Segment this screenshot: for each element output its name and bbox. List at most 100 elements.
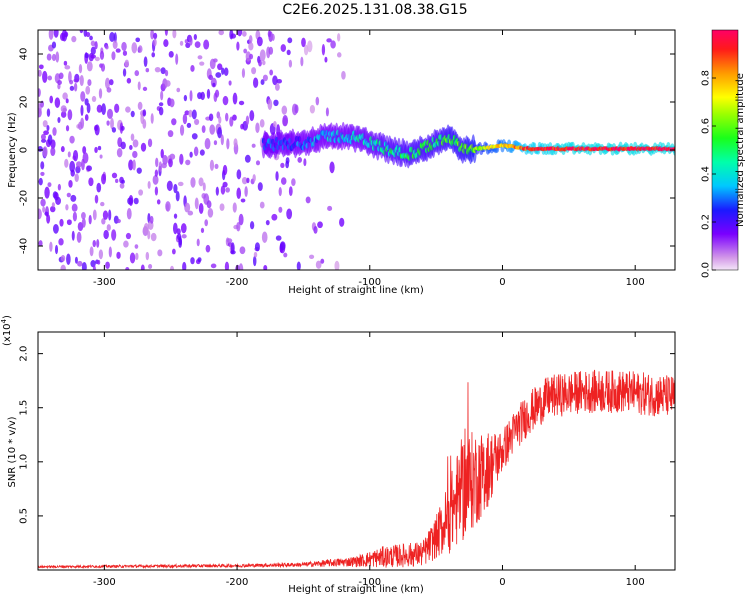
- noise-cell: [238, 213, 244, 226]
- noise-cell: [240, 198, 246, 203]
- noise-cell: [134, 244, 139, 249]
- noise-cell: [217, 127, 223, 139]
- noise-cell: [199, 61, 205, 66]
- noise-cell: [40, 171, 45, 176]
- noise-cell: [147, 181, 151, 189]
- noise-cell: [262, 60, 266, 66]
- noise-cell: [213, 58, 218, 63]
- noise-cell: [160, 148, 164, 159]
- noise-cell: [278, 186, 282, 197]
- noise-cell: [337, 33, 341, 42]
- noise-cell: [158, 161, 163, 172]
- noise-cell: [259, 201, 265, 209]
- noise-cell: [135, 37, 141, 43]
- noise-cell: [137, 81, 141, 91]
- noise-cell: [87, 79, 92, 87]
- noise-cell: [229, 116, 234, 127]
- noise-cell: [151, 52, 156, 58]
- noise-cell: [64, 65, 71, 70]
- noise-cell: [222, 181, 228, 188]
- noise-cell: [226, 138, 230, 150]
- noise-cell: [184, 202, 191, 213]
- noise-cell: [97, 145, 102, 151]
- noise-cell: [198, 177, 204, 187]
- noise-cell: [38, 64, 44, 70]
- noise-cell: [200, 91, 205, 101]
- noise-cell: [60, 264, 66, 270]
- noise-cell: [309, 104, 316, 114]
- noise-cell: [176, 87, 181, 93]
- noise-cell: [204, 219, 209, 227]
- noise-cell: [49, 241, 53, 252]
- noise-cell: [326, 38, 332, 43]
- noise-cell: [109, 79, 114, 86]
- noise-cell: [208, 74, 214, 81]
- noise-cell: [142, 86, 148, 91]
- noise-cell: [341, 70, 346, 80]
- noise-cell: [220, 134, 224, 146]
- noise-cell: [107, 108, 113, 119]
- heatmap-cells: [38, 30, 675, 270]
- noise-cell: [153, 32, 158, 40]
- noise-cell: [55, 196, 62, 205]
- noise-cell: [206, 88, 211, 99]
- noise-cell: [90, 46, 96, 55]
- noise-cell: [246, 177, 250, 184]
- noise-cell: [138, 45, 143, 53]
- noise-cell: [189, 36, 193, 46]
- noise-cell: [96, 182, 102, 193]
- noise-cell: [268, 31, 273, 42]
- noise-cell: [137, 101, 143, 111]
- noise-cell: [313, 225, 318, 234]
- noise-cell: [205, 244, 211, 253]
- noise-cell: [40, 133, 46, 141]
- noise-cell: [116, 218, 121, 224]
- noise-cell: [267, 98, 273, 110]
- snr-y-multiplier: (x104): [0, 315, 13, 346]
- noise-cell: [57, 80, 62, 85]
- noise-cell: [259, 49, 266, 62]
- noise-cell: [179, 124, 185, 136]
- noise-cell: [103, 229, 109, 240]
- noise-cell: [106, 224, 111, 231]
- noise-cell: [168, 50, 174, 58]
- noise-cell: [165, 201, 171, 212]
- noise-cell: [196, 238, 200, 247]
- noise-cell: [315, 260, 322, 269]
- noise-cell: [60, 146, 65, 153]
- noise-cell: [259, 119, 265, 128]
- noise-cell: [271, 213, 278, 221]
- x-tick-label: -300: [93, 277, 116, 288]
- noise-cell: [116, 251, 121, 259]
- noise-cell: [106, 120, 110, 126]
- noise-cell: [249, 221, 255, 230]
- noise-cell: [73, 78, 79, 83]
- noise-cell: [92, 265, 96, 270]
- noise-cell: [169, 153, 176, 160]
- noise-cell: [164, 80, 171, 87]
- noise-cell: [50, 146, 56, 157]
- noise-cell: [126, 77, 132, 84]
- noise-cell: [81, 261, 87, 270]
- snr-x-ticks: -300 -200 -100 0 100: [93, 332, 645, 588]
- x-tick-label: -100: [358, 577, 381, 588]
- noise-cell: [197, 55, 203, 60]
- noise-cell: [214, 89, 220, 98]
- noise-cell: [46, 53, 52, 61]
- noise-cell: [190, 257, 195, 265]
- noise-cell: [65, 98, 69, 104]
- noise-cell: [38, 240, 43, 247]
- noise-cell: [46, 125, 50, 132]
- noise-cell: [334, 260, 340, 270]
- noise-cell: [76, 231, 82, 243]
- noise-cell: [145, 251, 150, 261]
- noise-cell: [329, 161, 335, 174]
- noise-cell: [80, 91, 86, 102]
- noise-cell: [143, 56, 148, 68]
- noise-cell: [158, 102, 164, 107]
- noise-cell: [115, 48, 121, 53]
- noise-cell: [78, 63, 83, 74]
- noise-cell: [260, 79, 265, 86]
- snr-x-label: Height of straight line (km): [288, 584, 424, 595]
- noise-cell: [77, 260, 83, 267]
